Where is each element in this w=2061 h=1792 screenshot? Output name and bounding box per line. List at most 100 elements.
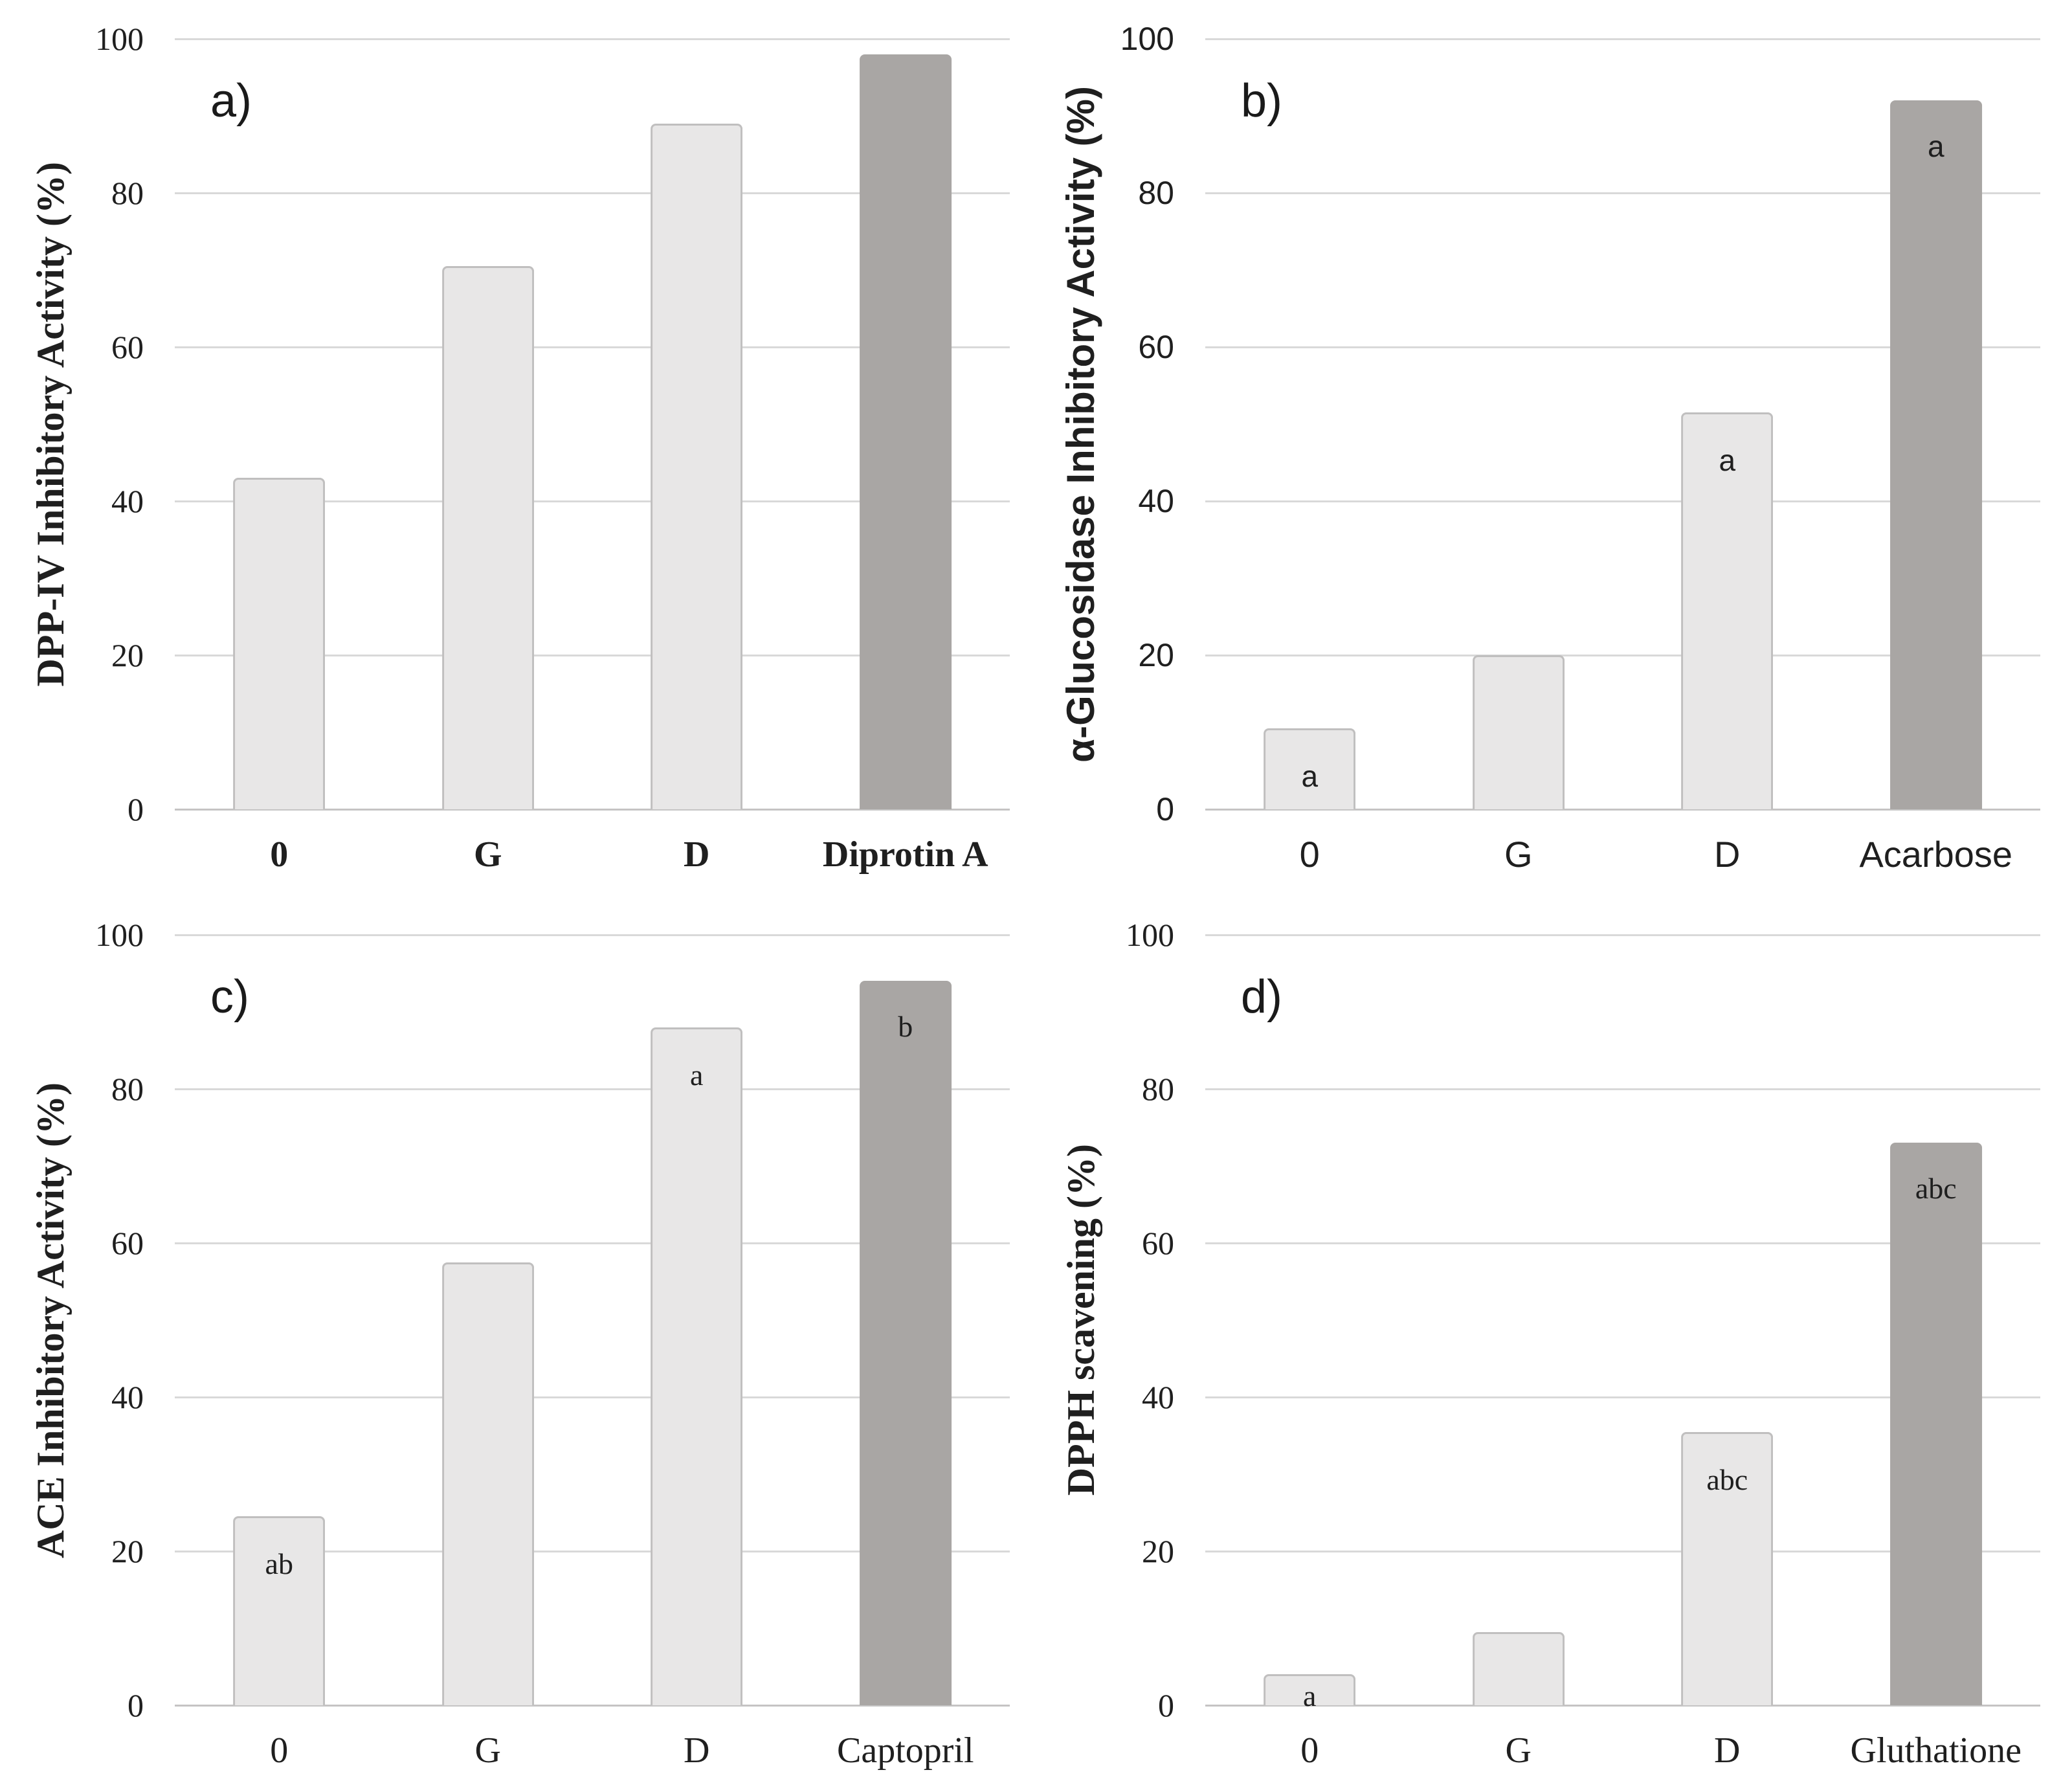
y-gridline xyxy=(1205,192,2040,194)
category-label-g: G xyxy=(1505,1730,1532,1771)
y-gridline xyxy=(1205,1396,2040,1398)
y-tick-label: 0 xyxy=(1158,1687,1174,1723)
y-gridline xyxy=(175,934,1010,936)
category-label-g: G xyxy=(1504,834,1533,875)
y-axis-title: DPPH scavening (%) xyxy=(1060,1144,1102,1496)
bar-d xyxy=(651,123,743,809)
panel-letter: c) xyxy=(210,971,249,1023)
y-axis-title-wrap: DPP-IV Inhibitory Activity (%) xyxy=(12,39,89,809)
y-tick-label: 100 xyxy=(95,917,144,953)
y-tick-label: 80 xyxy=(111,1071,144,1107)
bar-slot-d xyxy=(592,39,801,809)
y-gridline xyxy=(175,1242,1010,1244)
category-label-0: 0 xyxy=(270,834,289,875)
bar-0 xyxy=(233,478,326,809)
bar-g xyxy=(441,1262,534,1705)
y-gridline xyxy=(1205,500,2040,502)
y-gridline xyxy=(175,1396,1010,1398)
y-gridline xyxy=(1205,934,2040,936)
y-gridline xyxy=(1205,1551,2040,1552)
category-label-diprotin-a: Diprotin A xyxy=(822,834,988,875)
bar-slot-g xyxy=(384,39,593,809)
significance-letter: abc xyxy=(1915,1172,1957,1205)
y-gridline xyxy=(175,500,1010,502)
y-tick-label: 0 xyxy=(128,1687,144,1723)
y-tick-label: 60 xyxy=(1138,329,1174,365)
y-gridline xyxy=(1205,1088,2040,1090)
y-tick-label: 20 xyxy=(111,637,144,673)
plot-area: 0 20 40 60 80 100 0 G D Diprotin A a) xyxy=(95,23,1010,873)
bar-slot-captopril: b xyxy=(801,935,1010,1705)
y-tick-label: 80 xyxy=(111,175,144,211)
y-tick-label: 60 xyxy=(1142,1225,1174,1261)
bar-slot-d: a xyxy=(592,935,801,1705)
panel-a: DPP-IV Inhibitory Activity (%) 0 20 40 60 80 1… xyxy=(0,0,1030,896)
y-axis-title: α-Glucosidase Inhibitory Activity (%) xyxy=(1059,85,1102,763)
x-axis-baseline xyxy=(175,809,1010,811)
category-label-acarbose: Acarbose xyxy=(1859,834,2013,875)
y-tick-label: 40 xyxy=(1142,1379,1174,1415)
bar-slot-0: a xyxy=(1205,39,1414,809)
y-gridline xyxy=(175,1088,1010,1090)
y-gridline xyxy=(175,1551,1010,1552)
y-tick-label: 60 xyxy=(111,329,144,365)
y-tick-label: 40 xyxy=(1138,483,1174,519)
y-gridline xyxy=(1205,346,2040,348)
bar-diprotin-a xyxy=(859,54,952,809)
y-tick-label: 100 xyxy=(1120,21,1174,57)
category-label-g: G xyxy=(473,834,502,875)
bar-captopril: b xyxy=(859,981,952,1705)
x-axis-baseline xyxy=(175,1705,1010,1707)
bar-0: a xyxy=(1264,1674,1356,1712)
y-gridline xyxy=(175,655,1010,656)
y-gridline xyxy=(175,346,1010,348)
y-tick-label: 20 xyxy=(1138,637,1174,673)
significance-letter: abc xyxy=(1706,1462,1748,1496)
bar-0: a xyxy=(1264,728,1356,809)
category-label-d: D xyxy=(684,834,710,875)
bar-slot-g xyxy=(384,935,593,1705)
bar-slot-d: a xyxy=(1623,39,1832,809)
panel-letter: a) xyxy=(210,75,252,127)
category-label-d: D xyxy=(684,1730,710,1771)
y-axis-title: ACE Inhibitory Activity (%) xyxy=(29,1082,72,1558)
bar-slot-g xyxy=(1414,39,1623,809)
bar-slot-diprotin-a xyxy=(801,39,1010,809)
bar-d: abc xyxy=(1681,1431,1774,1705)
y-axis-title: DPP-IV Inhibitory Activity (%) xyxy=(29,161,72,687)
panel-letter: b) xyxy=(1241,75,1283,127)
bar-slot-gluthatione: abc xyxy=(1832,935,2041,1705)
bar-slot-0: a xyxy=(1205,935,1414,1712)
significance-letter: a xyxy=(1303,1679,1317,1713)
significance-letter: a xyxy=(690,1058,704,1092)
category-label-0: 0 xyxy=(1300,1730,1319,1771)
significance-letter: a xyxy=(1927,129,1944,164)
y-tick-label: 0 xyxy=(128,791,144,827)
category-label-0: 0 xyxy=(1299,834,1320,875)
bar-slot-d: abc xyxy=(1623,935,1832,1705)
bar-acarbose: a xyxy=(1889,100,1982,809)
bar-0: ab xyxy=(233,1516,326,1705)
y-gridline xyxy=(1205,655,2040,656)
category-label-captopril: Captopril xyxy=(836,1730,974,1771)
y-tick-label: 80 xyxy=(1142,1071,1174,1107)
category-label-0: 0 xyxy=(270,1730,289,1771)
significance-letter: a xyxy=(1301,759,1319,794)
bar-slot-acarbose: a xyxy=(1832,39,2041,809)
y-gridline xyxy=(175,192,1010,194)
y-axis-title-wrap: DPPH scavening (%) xyxy=(1042,935,1120,1705)
bar-d: a xyxy=(651,1027,743,1705)
category-label-g: G xyxy=(474,1730,501,1771)
y-gridline xyxy=(175,38,1010,40)
y-axis-title-wrap: ACE Inhibitory Activity (%) xyxy=(12,935,89,1705)
y-gridline xyxy=(1205,38,2040,40)
y-axis-title-wrap: α-Glucosidase Inhibitory Activity (%) xyxy=(1042,39,1120,809)
y-tick-label: 100 xyxy=(1126,917,1174,953)
panel-b: α-Glucosidase Inhibitory Activity (%) 0 20… xyxy=(1030,0,2061,896)
x-axis-baseline xyxy=(1205,809,2040,811)
